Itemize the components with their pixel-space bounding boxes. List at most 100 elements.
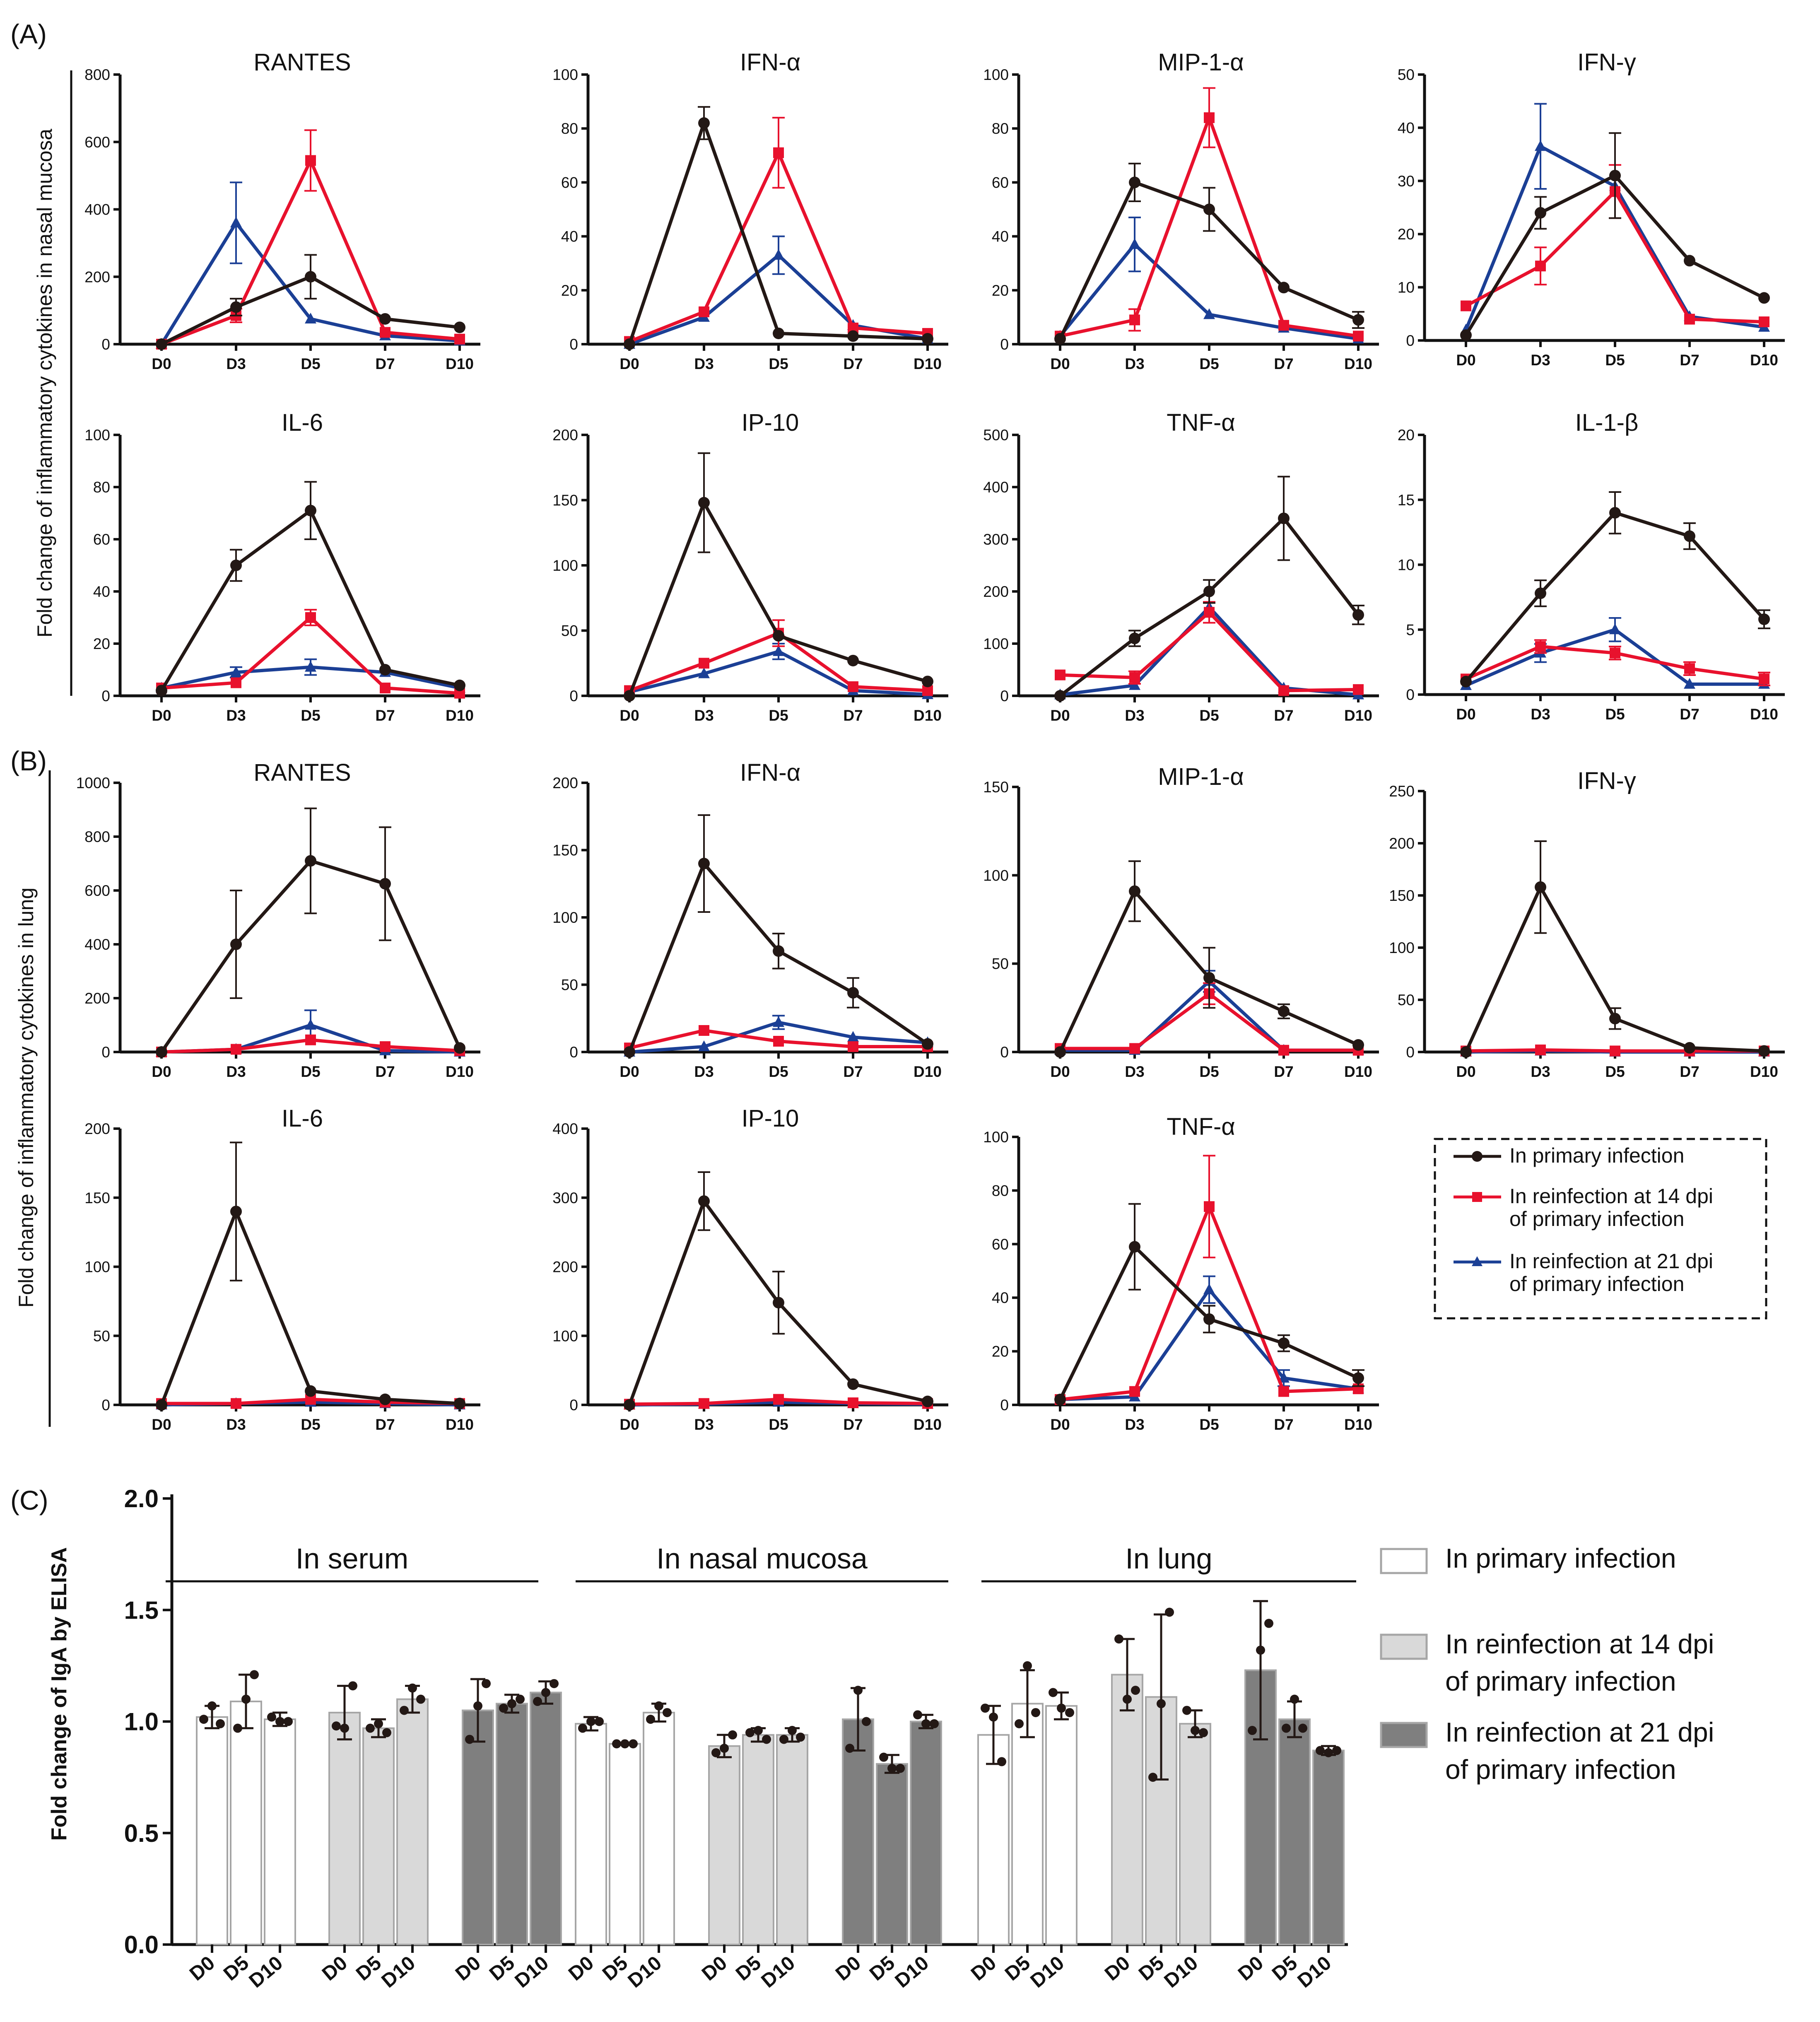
x-tick-label: D10 <box>511 1952 553 1992</box>
data-point <box>1758 1045 1770 1057</box>
data-point <box>1352 314 1364 326</box>
x-tick-label: D0 <box>698 1952 731 1985</box>
y-tick-label: 100 <box>552 557 578 574</box>
x-tick-label: D7 <box>1680 706 1699 723</box>
series-primary <box>624 1171 933 1411</box>
x-tick-label: D0 <box>1050 355 1070 372</box>
x-tick-label: D10 <box>446 1416 474 1433</box>
data-point <box>454 1042 465 1054</box>
x-tick-label: D0 <box>152 1416 171 1433</box>
data-dot <box>728 1730 737 1740</box>
chart-title: IFN-γ <box>1577 49 1636 76</box>
x-tick-label: D5 <box>1199 707 1219 724</box>
data-dot <box>586 1717 595 1726</box>
data-point <box>1609 169 1621 181</box>
data-point <box>231 1044 241 1055</box>
data-dot <box>275 1717 284 1726</box>
y-tick-label: 100 <box>983 66 1009 83</box>
data-point <box>773 249 784 260</box>
data-point <box>305 312 316 323</box>
data-point <box>1535 140 1546 151</box>
data-point <box>1129 1241 1140 1253</box>
data-point <box>773 630 784 642</box>
legend-label: In reinfection at 21 dpi <box>1509 1250 1713 1273</box>
legend-bar-item-2: In reinfection at 14 dpi of primary infec… <box>1380 1629 1714 1696</box>
data-point <box>454 333 465 345</box>
x-tick-label: D3 <box>226 355 246 372</box>
chart-a-ifn: 0 20 40 60 80 100 D0 D3 D5 D7 D10 IFN-α <box>552 49 948 372</box>
x-tick-label: D10 <box>446 707 474 724</box>
x-tick-label: D10 <box>1750 1063 1778 1080</box>
chart-title: IFN-α <box>740 49 800 76</box>
data-dot <box>1114 1634 1123 1644</box>
data-point <box>922 1038 933 1050</box>
legend-item-primary: In primary infection <box>1454 1144 1684 1167</box>
x-tick-label: D3 <box>226 1416 246 1433</box>
y-tick-label: 400 <box>552 1120 578 1137</box>
x-tick-label: D10 <box>446 355 474 372</box>
y-tick-label: 0 <box>1406 1044 1415 1061</box>
series-primary <box>1460 491 1770 688</box>
legend-bars: In primary infection In reinfection at 14… <box>1380 1543 1714 1785</box>
x-tick-label: D7 <box>1680 1063 1699 1080</box>
data-point <box>230 1206 242 1218</box>
data-dot <box>629 1739 638 1749</box>
data-point <box>1684 663 1695 674</box>
series-reinf14 <box>1461 639 1770 687</box>
data-dot <box>533 1697 542 1706</box>
y-tick-label: 20 <box>561 282 578 299</box>
series-primary <box>1054 860 1364 1058</box>
data-point <box>1129 238 1140 249</box>
x-tick-label: D5 <box>769 1416 788 1433</box>
x-tick-label: D10 <box>1160 1952 1203 1992</box>
data-point <box>1610 647 1620 659</box>
data-dot <box>1264 1619 1273 1628</box>
series-line <box>1060 610 1359 692</box>
x-tick-label: D5 <box>769 1063 788 1080</box>
bar <box>196 1716 228 1945</box>
bar <box>575 1723 607 1945</box>
y-tick-label: 500 <box>983 427 1009 444</box>
group-title: In nasal mucosa <box>656 1542 868 1575</box>
x-tick-label: D0 <box>1050 707 1070 724</box>
data-dot <box>199 1715 208 1724</box>
data-point <box>156 685 167 697</box>
data-point <box>773 147 784 158</box>
chart-b-ip-10: 0 100 200 300 400 D0 D3 D5 D7 D10 IP-10 <box>552 1105 948 1433</box>
data-dot <box>663 1708 672 1717</box>
data-point <box>379 313 391 325</box>
x-tick-label: D3 <box>226 1063 246 1080</box>
y-tick-label: 200 <box>84 268 110 285</box>
data-point <box>454 321 465 333</box>
y-tick-label: 200 <box>552 1259 578 1276</box>
x-tick-label: D10 <box>1750 706 1778 723</box>
chart-title: RANTES <box>253 759 351 786</box>
y-tick-label: 0 <box>569 1397 578 1414</box>
legend-bar-item-3: In reinfection at 21 dpi of primary infec… <box>1380 1717 1714 1785</box>
data-point <box>1054 333 1066 345</box>
legend-lines: In primary infection In reinfection at 14… <box>1434 1138 1767 1320</box>
legend-label: In primary infection <box>1509 1144 1684 1167</box>
data-point <box>1759 673 1769 685</box>
data-point <box>1352 1372 1364 1384</box>
data-dot <box>762 1735 771 1744</box>
y-tick-label: 50 <box>1398 66 1415 83</box>
y-tick-label: 1000 <box>76 775 110 791</box>
series-reinf14 <box>1055 601 1364 696</box>
data-dot <box>408 1683 417 1693</box>
y-tick-label: 0 <box>569 336 578 353</box>
data-point <box>305 504 316 516</box>
y-tick-label: 200 <box>1389 835 1415 852</box>
y-tick-label: 200 <box>84 1120 110 1137</box>
series-primary <box>624 452 933 702</box>
x-tick-label: D0 <box>1234 1952 1268 1985</box>
y-tick-label: 100 <box>983 867 1009 884</box>
x-tick-label: D5 <box>769 707 788 724</box>
data-point <box>305 1385 316 1397</box>
x-tick-label: D3 <box>1531 1063 1550 1080</box>
y-tick-label: 0 <box>1000 688 1009 705</box>
chart-title: RANTES <box>253 49 351 76</box>
